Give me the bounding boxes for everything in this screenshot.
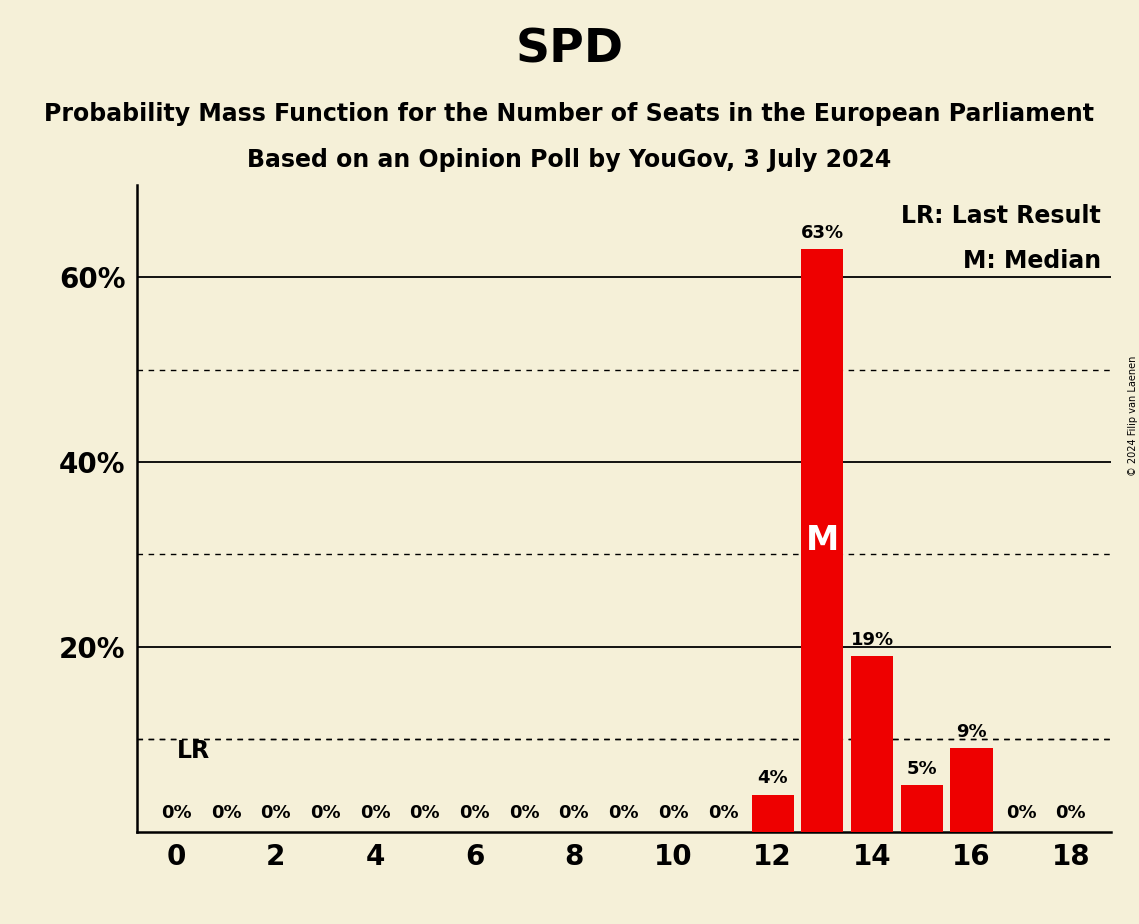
Text: M: M [805,524,839,557]
Bar [752,795,794,832]
Text: 4%: 4% [757,770,788,787]
Bar [801,249,844,832]
Text: 0%: 0% [459,805,490,822]
Text: LR: Last Result: LR: Last Result [901,204,1100,228]
Text: 0%: 0% [261,805,292,822]
Text: 0%: 0% [161,805,191,822]
Text: 0%: 0% [658,805,689,822]
Text: 0%: 0% [558,805,589,822]
Text: Based on an Opinion Poll by YouGov, 3 July 2024: Based on an Opinion Poll by YouGov, 3 Ju… [247,148,892,172]
Text: 63%: 63% [801,225,844,242]
Text: 19%: 19% [851,631,894,649]
Text: 0%: 0% [707,805,738,822]
Text: © 2024 Filip van Laenen: © 2024 Filip van Laenen [1129,356,1138,476]
Bar [950,748,992,832]
Text: 0%: 0% [211,805,241,822]
Text: M: Median: M: Median [962,249,1100,274]
Text: 0%: 0% [509,805,540,822]
Text: 0%: 0% [1056,805,1087,822]
Text: 9%: 9% [956,723,986,741]
Bar [851,656,893,832]
Bar [901,785,943,832]
Text: 0%: 0% [608,805,639,822]
Text: SPD: SPD [516,28,623,73]
Text: LR: LR [177,739,210,763]
Text: Probability Mass Function for the Number of Seats in the European Parliament: Probability Mass Function for the Number… [44,102,1095,126]
Text: 0%: 0% [360,805,391,822]
Text: 0%: 0% [310,805,341,822]
Text: 0%: 0% [1006,805,1036,822]
Text: 0%: 0% [410,805,440,822]
Text: 5%: 5% [907,760,937,778]
